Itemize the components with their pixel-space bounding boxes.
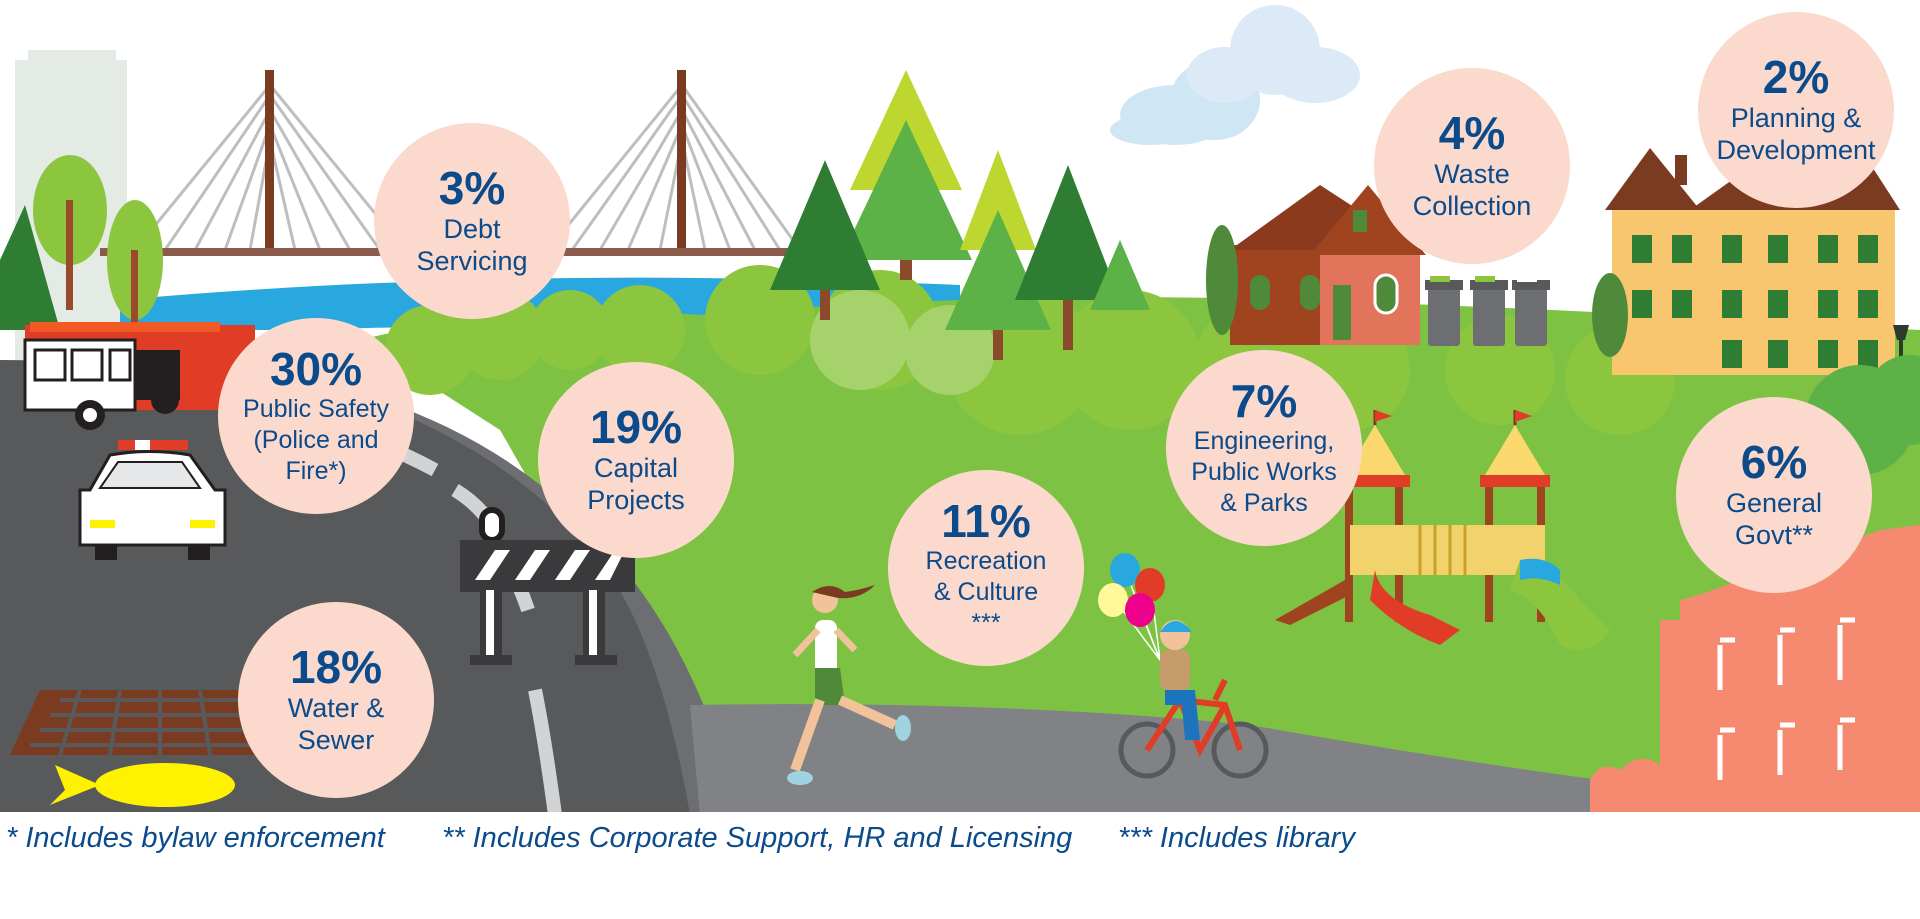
bubble-label: Planning & <box>1730 103 1862 133</box>
fish-icon <box>50 763 235 807</box>
bubble-percent: 3% <box>438 162 506 214</box>
bubble-label: *** <box>971 608 1001 637</box>
bubble-water-sewer: 18% Water & Sewer <box>238 602 434 798</box>
bubble-label: Sewer <box>297 725 375 755</box>
bubble-label: Debt <box>443 214 501 244</box>
bubble-label: & Parks <box>1220 488 1308 517</box>
playground-icon <box>1275 410 1610 650</box>
storm-drain-icon <box>10 689 270 756</box>
bubble-label: Public Works <box>1191 457 1337 486</box>
tree-icon <box>0 205 60 330</box>
grass-area <box>360 297 1920 816</box>
tree-icon <box>33 155 107 310</box>
bubble-label: Waste <box>1434 159 1510 189</box>
bubble-percent: 2% <box>1762 51 1830 103</box>
tree-icon <box>1090 240 1150 310</box>
bubble-label: Projects <box>587 485 685 515</box>
balloons-icon <box>1098 553 1165 661</box>
bubble-planning-development: 2% Planning & Development <box>1698 12 1894 208</box>
bubble-label: Capital <box>593 453 679 483</box>
bubble-percent: 4% <box>1438 107 1506 159</box>
tree-icon <box>840 70 972 280</box>
tree-icon <box>770 160 880 320</box>
bubble-label: Govt** <box>1734 520 1814 550</box>
fire-truck-icon <box>23 322 255 430</box>
house-icon <box>1206 185 1426 345</box>
bubble-label: Recreation <box>925 546 1047 575</box>
tree-icon <box>1015 165 1120 350</box>
bubble-recreation-culture: 11% Recreation & Culture *** <box>888 470 1084 666</box>
bubble-label: Development <box>1716 135 1876 165</box>
bubble-debt-servicing: 3% Debt Servicing <box>374 123 570 319</box>
bubble-waste-collection: 4% Waste Collection <box>1374 68 1570 264</box>
footnote-corporate-support: ** Includes Corporate Support, HR and Li… <box>442 822 1073 854</box>
bubble-general-govt: 6% General Govt** <box>1676 397 1872 593</box>
bubble-label: Servicing <box>416 246 528 276</box>
bubble-label: General <box>1725 488 1823 518</box>
cloud-icon <box>1187 5 1360 103</box>
runner-icon <box>787 585 911 785</box>
bubble-label: & Culture <box>933 577 1039 606</box>
tree-icon <box>107 200 163 330</box>
bubble-label: Public Safety <box>243 394 389 423</box>
bubble-percent: 11% <box>941 494 1031 547</box>
bubble-label: Fire*) <box>285 456 347 485</box>
bubble-label: (Police and <box>253 425 379 454</box>
bubble-label: Collection <box>1412 191 1532 221</box>
bubble-label: Water & <box>287 693 385 723</box>
bubble-engineering-public-works: 7% Engineering, Public Works & Parks <box>1166 350 1362 546</box>
bubble-percent: 7% <box>1230 374 1298 427</box>
bubble-label: Engineering, <box>1193 426 1335 455</box>
garbage-bins-icon <box>1425 276 1550 346</box>
city-hall-icon <box>1590 525 1920 815</box>
police-car-icon <box>78 440 227 560</box>
bubble-percent: 19% <box>589 401 683 453</box>
bubble-percent: 6% <box>1740 436 1808 488</box>
bubble-capital-projects: 19% Capital Projects <box>538 362 734 558</box>
path <box>690 704 1600 815</box>
footnotes: * Includes bylaw enforcement ** Includes… <box>6 818 1906 858</box>
footnote-bylaw: * Includes bylaw enforcement <box>6 822 385 854</box>
bubble-public-safety: 30% Public Safety (Police and Fire*) <box>218 318 414 514</box>
footnote-library: *** Includes library <box>1118 822 1355 854</box>
bubble-percent: 18% <box>289 641 383 693</box>
bubble-percent: 30% <box>269 342 363 395</box>
cyclist-icon <box>1118 620 1269 779</box>
